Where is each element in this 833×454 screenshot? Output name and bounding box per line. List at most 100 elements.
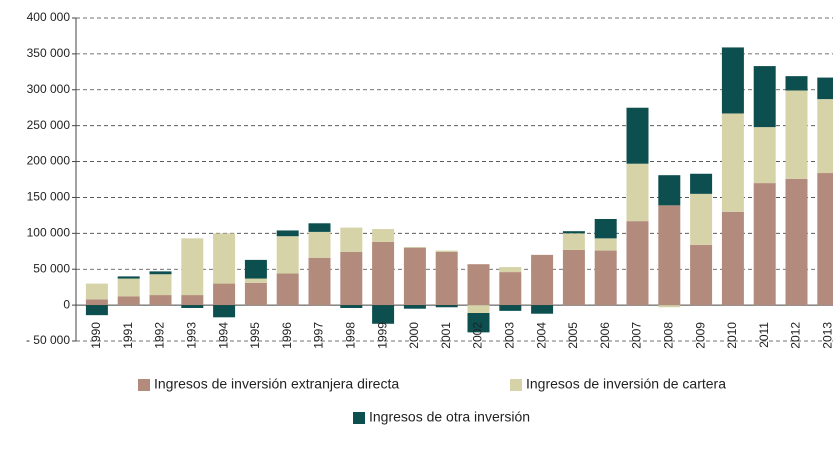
y-tick-label: 400 000	[27, 10, 71, 24]
x-tick-label: 1997	[312, 322, 326, 349]
bar-segment	[435, 305, 458, 308]
y-tick-label: 100 000	[27, 226, 71, 240]
bar-segment	[308, 223, 331, 232]
bar-segment	[721, 47, 744, 114]
bar-segment	[149, 271, 172, 275]
x-tick-label: 2007	[630, 322, 644, 349]
bar-segment	[149, 295, 172, 306]
legend-label: Ingresos de inversión extranjera directa	[154, 376, 399, 392]
bar-segment	[340, 305, 363, 308]
x-tick-label: 2003	[502, 322, 516, 349]
bar-segment	[213, 305, 236, 318]
y-tick-label: - 50 000	[26, 333, 70, 347]
bar-segment	[308, 257, 331, 306]
bar-segment	[690, 193, 713, 245]
x-tick-label: 1991	[121, 322, 135, 349]
x-tick-label: 2008	[661, 322, 675, 349]
bar-segment	[658, 305, 681, 308]
x-tick-label: 1992	[153, 322, 167, 349]
legend-swatch	[353, 412, 365, 424]
bar-segment	[372, 229, 395, 242]
bar-segment	[753, 66, 776, 128]
x-tick-label: 2012	[789, 322, 803, 349]
bar-segment	[785, 178, 808, 306]
bar-segment	[658, 205, 681, 306]
x-tick-label: 2006	[598, 322, 612, 349]
x-tick-label: 2013	[820, 322, 833, 349]
bar-segment	[117, 276, 140, 279]
bar-segment	[244, 259, 267, 279]
bar-segment	[340, 227, 363, 252]
bar-segment	[626, 107, 649, 164]
legend-label: Ingresos de otra inversión	[369, 409, 530, 425]
bar-segment	[85, 283, 108, 300]
x-tick-label: 1990	[89, 322, 103, 349]
bar-segment	[467, 305, 490, 314]
x-tick-label: 2004	[534, 322, 548, 349]
bar-segment	[403, 305, 426, 309]
y-tick-label: 250 000	[27, 118, 71, 132]
bar-segment	[562, 249, 585, 306]
x-tick-label: 2002	[471, 322, 485, 349]
bar-segment	[626, 221, 649, 306]
x-tick-label: 1996	[280, 322, 294, 349]
bar-segment	[658, 175, 681, 206]
bar-segment	[308, 231, 331, 258]
bar-segment	[594, 218, 617, 239]
legend-swatch	[138, 379, 150, 391]
bar-segment	[403, 247, 426, 306]
x-tick-label: 2010	[725, 322, 739, 349]
x-tick-label: 1993	[184, 322, 198, 349]
legend-label: Ingresos de inversión de cartera	[526, 376, 726, 392]
bar-segment	[213, 233, 236, 284]
bar-segment	[594, 250, 617, 306]
y-tick-label: 150 000	[27, 190, 71, 204]
bar-segment	[785, 90, 808, 179]
bar-segment	[690, 173, 713, 194]
bar-segment	[626, 163, 649, 222]
bar-segment	[276, 236, 299, 274]
bar-segment	[467, 313, 490, 333]
bar-segment	[499, 272, 522, 306]
bar-segment	[499, 305, 522, 311]
y-tick-label: 0	[63, 297, 70, 311]
bar-segment	[403, 246, 426, 248]
x-tick-label: 1995	[248, 322, 262, 349]
x-tick-label: 2001	[439, 322, 453, 349]
y-tick-label: 200 000	[27, 154, 71, 168]
bar-segment	[276, 230, 299, 237]
bar-segment	[753, 183, 776, 306]
bar-segment	[531, 305, 554, 314]
y-tick-label: 50 000	[33, 261, 70, 275]
bar-segment	[785, 76, 808, 91]
bar-segment	[244, 278, 267, 283]
bar-segment	[181, 238, 204, 296]
bar-segment	[562, 231, 585, 234]
bar-segment	[117, 278, 140, 297]
bar-segment	[276, 273, 299, 306]
bar-segment	[499, 267, 522, 273]
legend-swatch	[510, 379, 522, 391]
bar-segment	[721, 211, 744, 306]
bar-segment	[435, 250, 458, 252]
x-tick-label: 1999	[375, 322, 389, 349]
bar-segment	[753, 127, 776, 184]
bar-segment	[149, 274, 172, 296]
bar-segment	[372, 241, 395, 306]
bar-segment	[181, 295, 204, 306]
x-tick-label: 2005	[566, 322, 580, 349]
bar-segment	[531, 254, 554, 306]
bar-segment	[213, 283, 236, 306]
bar-segment	[435, 251, 458, 306]
bar-segment	[562, 233, 585, 250]
bar-segment	[721, 113, 744, 212]
y-tick-label: 300 000	[27, 82, 71, 96]
x-tick-label: 1994	[216, 322, 230, 349]
bar-segment	[340, 251, 363, 306]
bar-segment	[817, 77, 833, 100]
bar-segment	[690, 244, 713, 306]
bar-segment	[817, 173, 833, 306]
bar-segment	[467, 264, 490, 306]
bar-segment	[181, 305, 204, 308]
